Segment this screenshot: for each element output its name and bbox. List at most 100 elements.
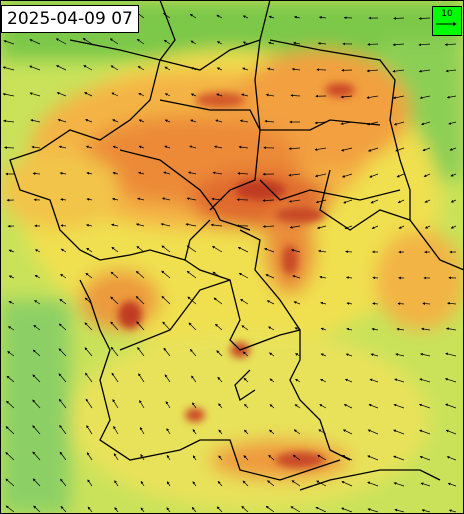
wind-arrow [136,321,145,331]
wind-arrow [267,67,275,71]
wind-arrow [210,223,223,227]
wind-arrow [138,171,145,175]
wind-arrow [241,93,249,97]
wind-arrow [110,271,119,279]
wind-arrow [292,454,301,461]
wind-arrow [267,480,275,487]
wind-arrow [340,95,353,99]
wind-arrow [211,245,223,253]
wind-arrow [419,455,431,461]
wind-arrow [109,38,119,45]
wind-arrow [445,429,457,435]
wind-arrow [315,199,327,204]
wind-arrow [290,94,301,97]
wind-arrow [288,147,301,151]
wind-arrow [8,301,15,305]
wind-arrow [341,507,353,513]
wind-arrow [32,451,41,461]
wind-arrow [396,327,405,331]
wind-arrow [84,92,93,97]
wind-arrow [420,352,431,357]
wind-arrow [265,505,275,513]
wind-arrow [240,299,249,305]
wind-arrow [216,41,223,45]
wind-arrow [190,119,197,123]
wind-arrow [341,481,353,487]
wind-arrow [392,69,405,73]
wind-arrow [264,119,275,123]
wind-arrow [32,399,41,409]
wind-arrow [393,121,405,126]
wind-arrow [241,325,249,331]
wind-arrow [293,15,301,19]
wind-arrow [319,404,327,409]
wind-arrow [112,119,119,123]
wind-arrow [320,353,327,357]
wind-arrow [8,249,15,253]
wind-arrow [30,119,41,123]
wind-arrow [34,249,41,253]
wind-arrow [58,398,67,409]
wind-arrow [288,199,301,203]
wind-arrow [114,480,119,487]
wind-arrow [166,428,171,435]
wind-arrow [265,93,275,97]
wind-arrow [447,301,457,305]
wind-arrow [164,119,171,123]
wind-arrow [86,425,93,435]
wind-arrow [340,147,353,152]
wind-arrow [110,296,119,305]
wind-arrow [34,300,41,305]
wind-arrow [136,38,145,45]
wind-arrow [420,482,431,487]
wind-arrow [59,171,67,175]
wind-arrow [85,272,93,279]
wind-arrow [371,327,379,331]
wind-arrow [369,173,379,178]
wind-arrow [160,223,171,227]
wind-arrow [185,223,197,227]
wind-arrow [421,509,431,513]
wind-arrow [421,121,431,126]
wind-arrow [320,301,327,305]
legend-arrow [436,22,457,26]
wind-arrow [294,404,301,409]
wind-arrow [419,429,431,435]
wind-arrow [138,92,145,97]
wind-arrow [192,481,197,487]
wind-arrow [293,301,301,305]
wind-arrow [290,248,301,253]
wind-arrow [447,482,457,487]
wind-arrow [292,275,301,279]
wind-arrow [33,324,41,331]
wind-arrow [139,426,145,435]
wind-arrow [163,39,171,45]
wind-arrow [394,508,405,513]
wind-arrow [163,171,171,175]
wind-arrow [164,93,171,97]
wind-arrow [295,378,301,383]
wind-arrow [111,223,119,227]
wind-arrow [110,65,119,71]
wind-arrow [241,505,249,513]
wind-arrow [214,323,223,331]
wind-arrow [85,398,93,409]
wind-arrow [445,403,457,409]
wind-arrow [60,273,67,279]
wind-arrow [165,401,171,409]
wind-arrow [7,351,15,357]
wind-arrow [32,374,41,383]
wind-arrow [370,199,379,204]
wind-arrow [5,505,15,513]
wind-arrow [164,66,171,71]
wind-arrow [372,302,379,306]
wind-arrow [164,145,171,149]
wind-arrow [446,95,457,99]
wind-arrow [139,399,145,409]
wind-arrow [392,43,405,47]
wind-arrow [316,480,327,487]
wind-arrow [444,43,457,46]
wind-arrow [34,274,41,279]
wind-arrow [136,246,145,253]
wind-arrow [418,17,431,20]
